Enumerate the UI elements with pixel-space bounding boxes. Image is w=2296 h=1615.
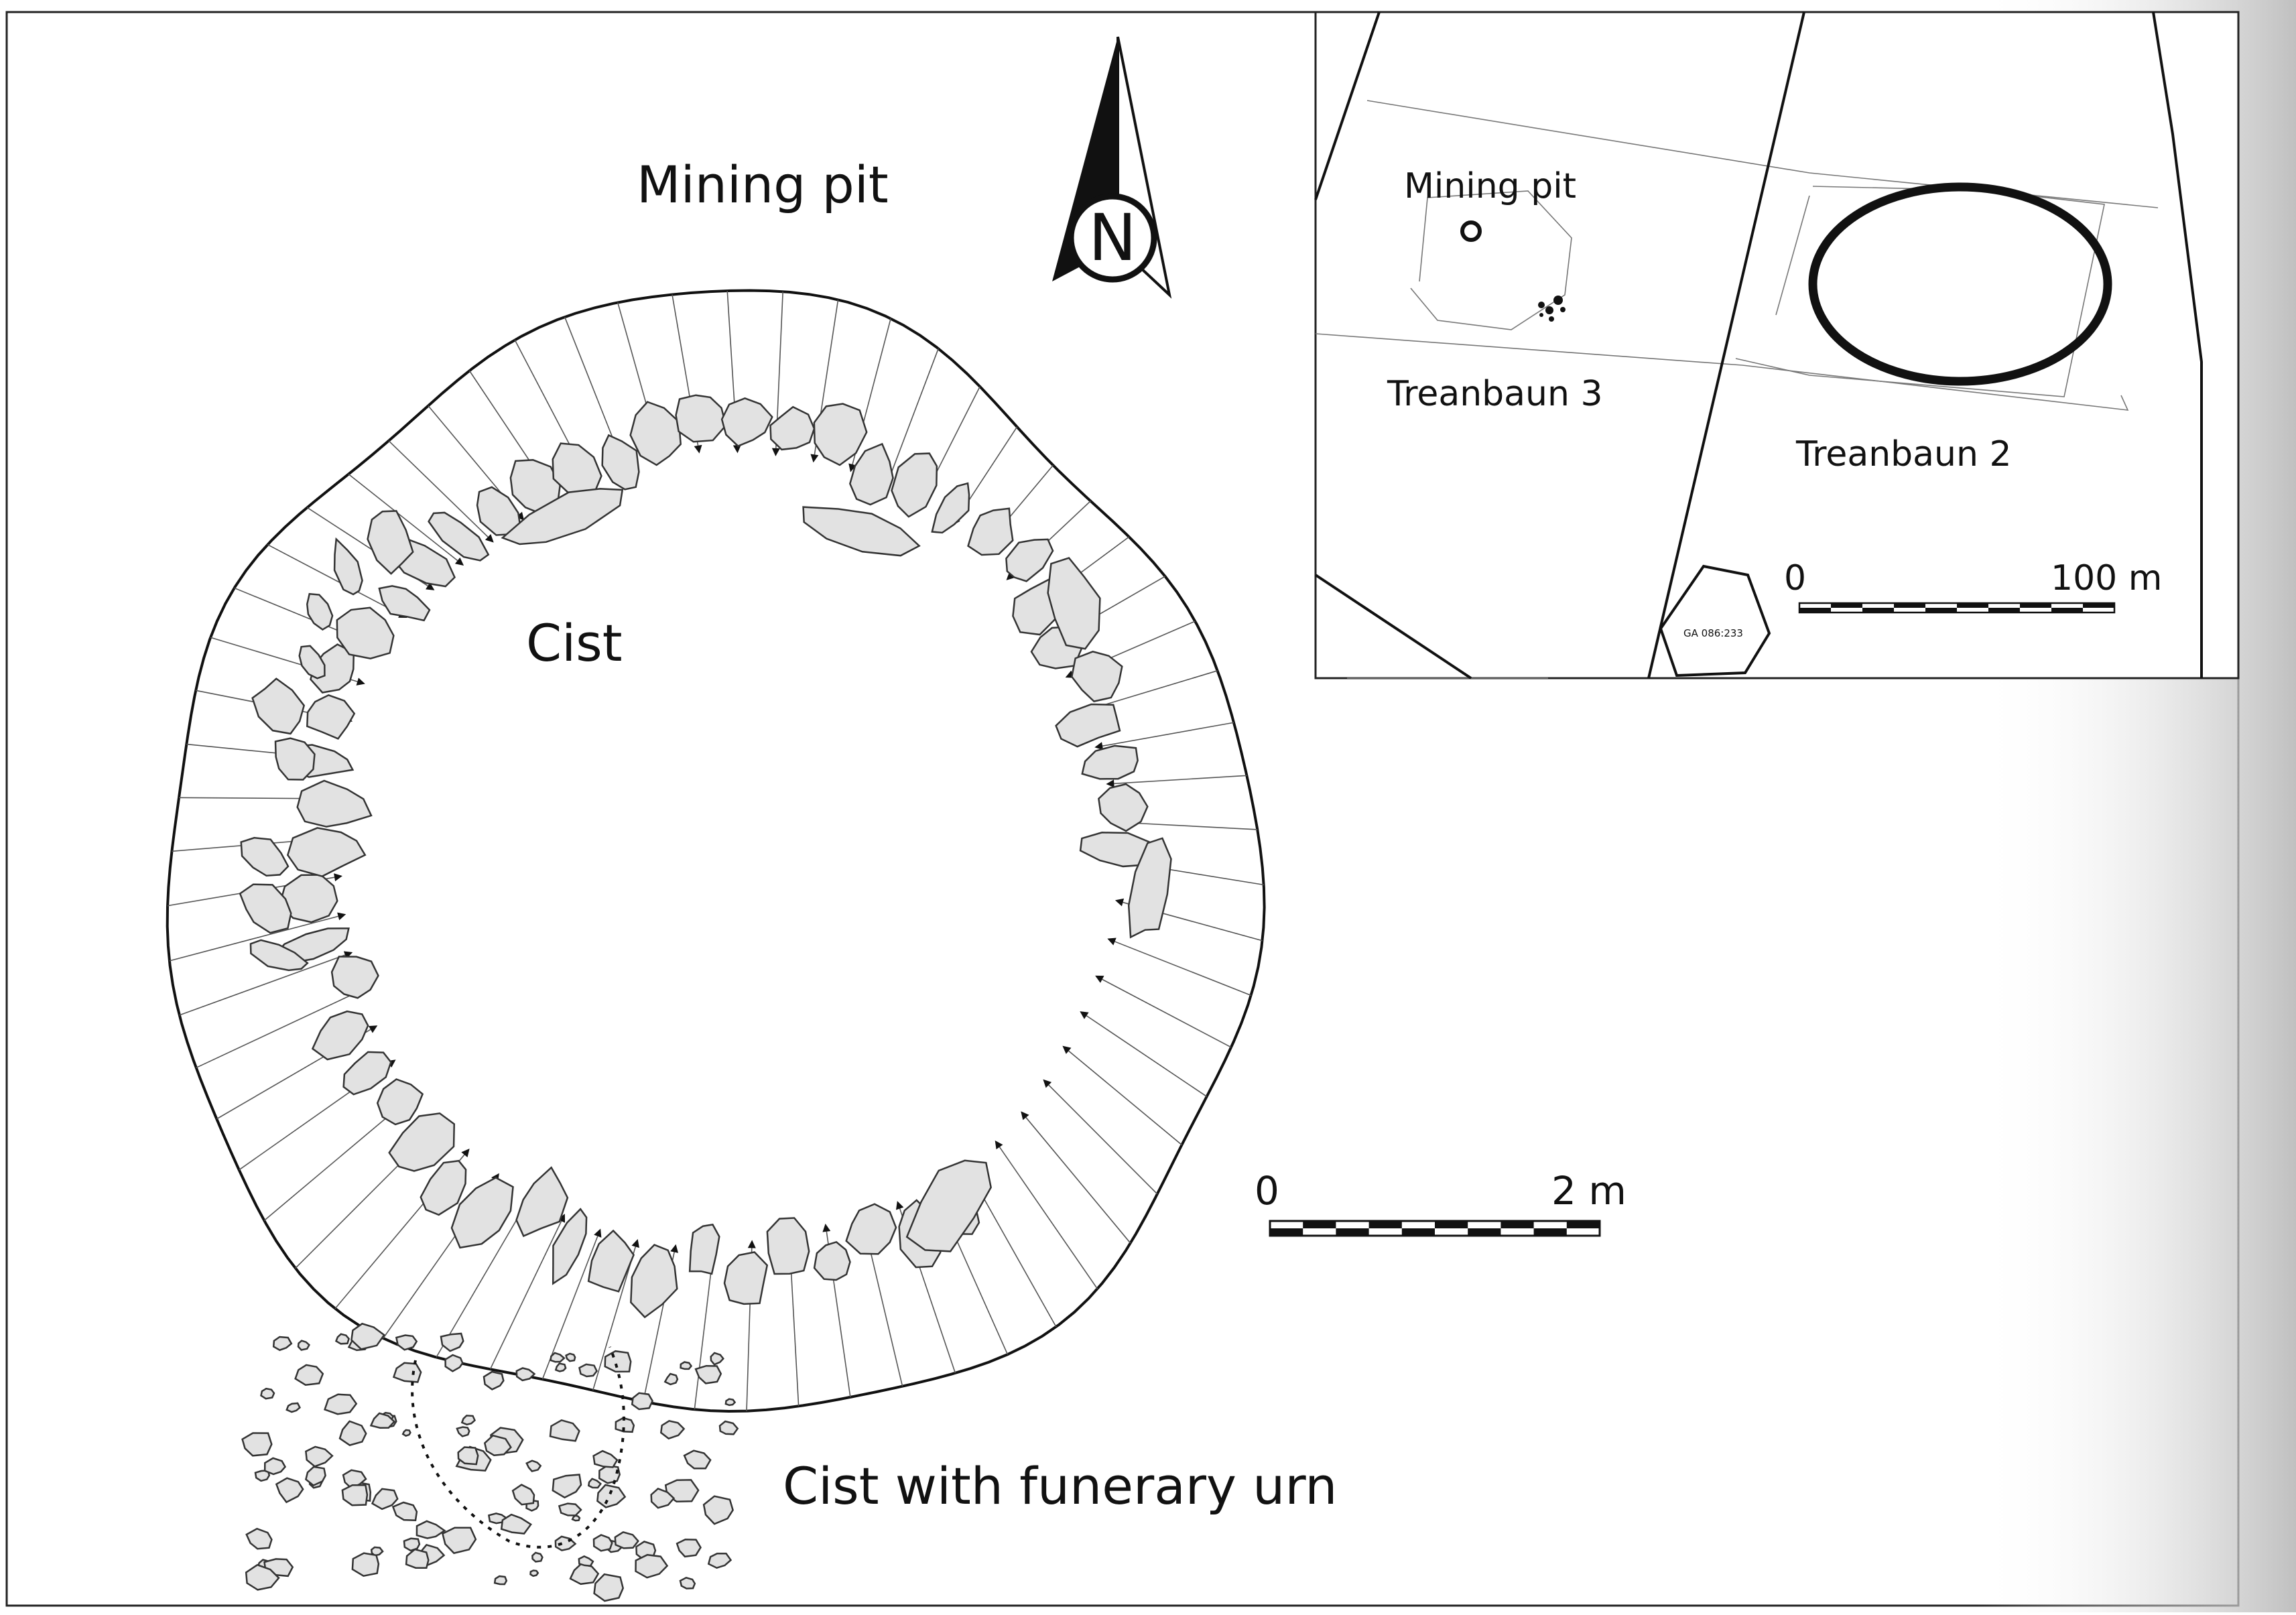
inset-ref-code: GA 086:233 [1683,627,1743,639]
scale-end: 2 m [1551,1168,1627,1214]
north-label: N [1088,200,1137,275]
inset-scale-end: 100 m [2051,558,2162,598]
ring-barrow-plan [166,289,1266,1602]
inset-mining-pit-marker [1460,220,1482,242]
cist-label: Cist [526,613,623,673]
inset-treanbaun-3-label: Treanbaun 3 [1387,374,1603,414]
outer-bank-edge [166,289,1266,1413]
kerb-stones [239,394,1172,1319]
inset-scale-zero: 0 [1784,558,1806,598]
scale-bar-2m: 0 2 m [1255,1168,1627,1237]
bank-hachures [167,290,1264,1411]
inset-treanbaun-2-ring [1808,182,2112,386]
north-arrow-icon: N [1052,36,1172,299]
inset-monument-ga086233 [1659,564,1771,677]
inset-features [1538,296,1566,322]
inset-treanbaun-2-label: Treanbaun 2 [1795,434,2012,474]
location-inset: GA 086:233 Mining pit Treanbaun 3 Treanb… [1314,11,2240,680]
inset-mining-pit-label: Mining pit [1404,166,1576,206]
scale-zero: 0 [1255,1168,1279,1214]
cist-urn-label: Cist with funerary urn [783,1456,1337,1516]
cist-urn-cluster [241,1322,739,1602]
mining-pit-label: Mining pit [637,155,889,214]
inset-scale-bar: 0 100 m [1784,558,2162,614]
